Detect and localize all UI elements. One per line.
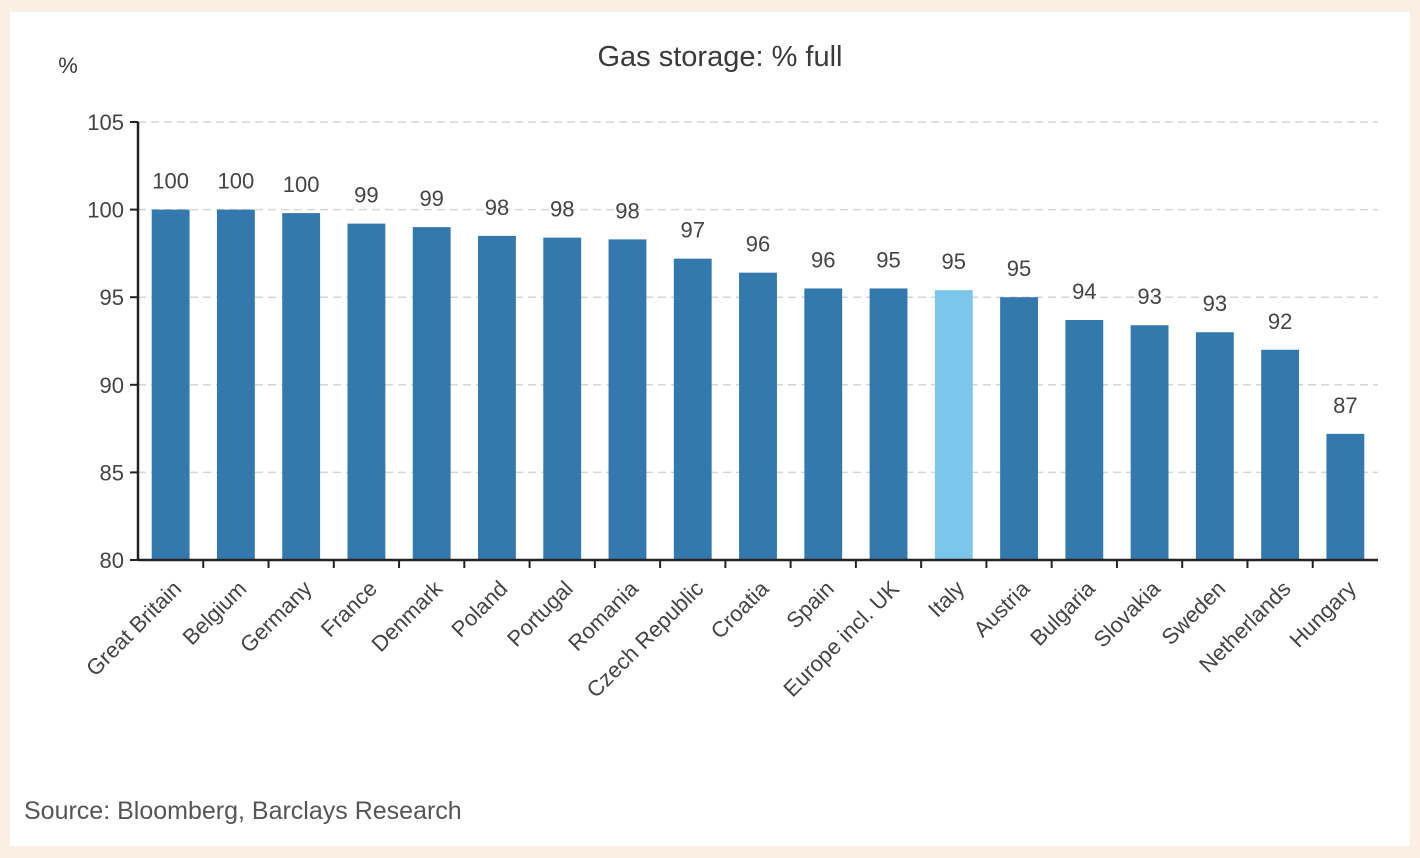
data-labels: 100 100 100 99 99 98 98 98 97 96 96 95 95 95 94 93 93 92 8… xyxy=(152,169,1357,418)
x-tick-label: Denmark xyxy=(366,575,447,656)
bar xyxy=(412,227,451,560)
y-tick-label: 85 xyxy=(100,460,124,485)
y-tick-label: 100 xyxy=(87,198,124,223)
data-label: 87 xyxy=(1333,393,1357,418)
data-label: 98 xyxy=(485,195,509,220)
data-label: 99 xyxy=(419,186,443,211)
y-tick-labels: 80 85 90 95 100 105 xyxy=(87,110,124,573)
axes xyxy=(130,121,1378,568)
bar xyxy=(282,213,321,560)
bar xyxy=(608,239,647,560)
gridlines xyxy=(138,121,1378,474)
data-label: 95 xyxy=(1007,256,1031,281)
chart-title: Gas storage: % full xyxy=(598,41,843,73)
x-tick-label: Croatia xyxy=(706,575,774,643)
bar xyxy=(1195,332,1234,560)
bar xyxy=(1261,349,1300,560)
data-label: 95 xyxy=(876,247,900,272)
x-tick-label: Czech Republic xyxy=(582,576,709,703)
data-label: 97 xyxy=(680,218,704,243)
data-label: 93 xyxy=(1137,284,1161,309)
data-label: 92 xyxy=(1268,309,1292,334)
bar xyxy=(934,290,973,560)
bar xyxy=(216,209,255,560)
data-label: 93 xyxy=(1203,291,1227,316)
data-label: 96 xyxy=(746,232,770,257)
bar-chart: Gas storage: % full % 80 85 90 95 100 105 Gre… xyxy=(24,41,1378,825)
data-label: 95 xyxy=(942,249,966,274)
bar xyxy=(478,235,516,560)
y-tick-label: 105 xyxy=(87,110,124,135)
y-tick-label: 95 xyxy=(100,285,124,310)
bars xyxy=(151,209,1365,560)
chart-card: Gas storage: % full % 80 85 90 95 100 105 Gre… xyxy=(10,12,1410,846)
x-tick-label: Spain xyxy=(781,576,838,633)
bar xyxy=(543,237,582,560)
data-label: 99 xyxy=(354,183,378,208)
data-label: 98 xyxy=(550,197,574,222)
y-tick-label: 80 xyxy=(100,548,124,573)
x-tick-label: Great Britain xyxy=(81,576,186,681)
x-tick-label: Germany xyxy=(235,576,317,658)
bar xyxy=(1326,433,1365,560)
bar xyxy=(673,258,712,560)
data-label: 98 xyxy=(615,198,639,223)
bar xyxy=(347,223,386,560)
bar xyxy=(1065,319,1104,560)
x-tick-label: Slovakia xyxy=(1089,575,1166,652)
bar xyxy=(869,288,908,560)
y-tick-label: 90 xyxy=(100,373,124,398)
x-tick-label: Italy xyxy=(923,576,969,622)
bar xyxy=(1000,297,1038,560)
x-tick-label: Bulgaria xyxy=(1025,575,1100,650)
data-label: 94 xyxy=(1072,279,1096,304)
data-label: 100 xyxy=(152,169,189,194)
bar xyxy=(739,272,777,560)
data-label: 100 xyxy=(283,172,320,197)
bar xyxy=(804,288,843,560)
bar xyxy=(151,209,190,560)
y-axis-unit: % xyxy=(58,53,78,78)
bar xyxy=(1130,325,1169,560)
x-tick-label: Europe incl. UK xyxy=(778,576,904,702)
source-note: Source: Bloomberg, Barclays Research xyxy=(24,797,462,825)
x-tick-label: Hungary xyxy=(1284,576,1360,652)
data-label: 100 xyxy=(218,169,255,194)
data-label: 96 xyxy=(811,247,835,272)
